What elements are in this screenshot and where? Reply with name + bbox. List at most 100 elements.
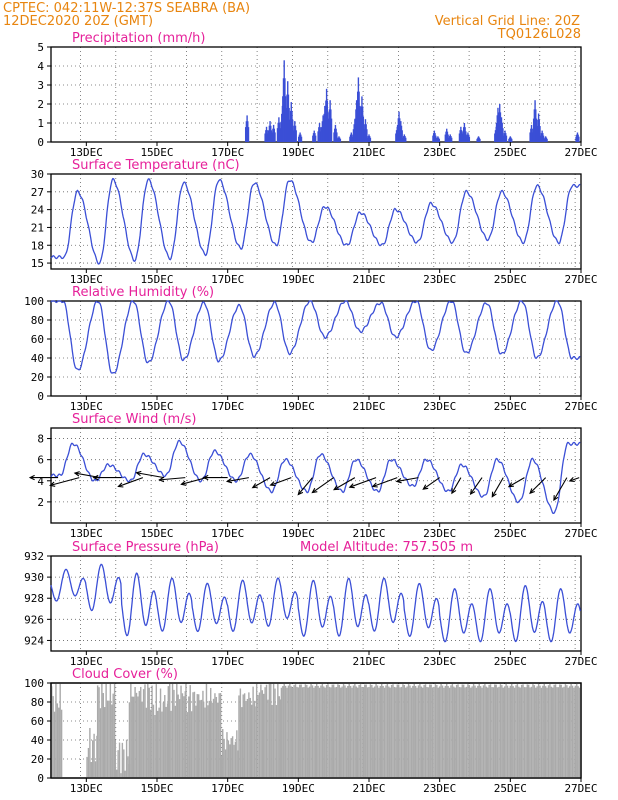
precip-bar [575, 136, 577, 142]
precip-bar [450, 137, 453, 142]
plot-frame [50, 427, 582, 524]
wind-arrow [529, 477, 547, 495]
precip-bar [509, 136, 512, 142]
wind-arrow-shaft [270, 477, 292, 486]
precip-bar [438, 138, 441, 142]
cloud-cover-bar [157, 710, 159, 778]
wind-arrow-head [92, 474, 99, 481]
precip-bar [467, 134, 470, 142]
wind-arrow-head [269, 481, 276, 487]
cloud-cover-bar [533, 685, 536, 778]
x-tick-label: 15DEC [140, 655, 173, 668]
cloud-cover-bar [307, 687, 309, 778]
cloud-cover-bar [409, 685, 411, 778]
cloud-cover-bar [352, 685, 355, 778]
cloud-cover-bar [320, 685, 322, 778]
precip-bar [366, 137, 369, 142]
precip-bar [358, 91, 360, 142]
y-tick-label: 932 [24, 550, 44, 563]
cloud-cover-bar [171, 683, 174, 778]
precip-bar [444, 134, 447, 142]
cloud-cover-bar [447, 686, 449, 778]
cloud-cover-bar [359, 684, 362, 778]
precip-bar [405, 137, 407, 142]
cloud-cover-bar [489, 684, 492, 778]
cloud-cover-bar [487, 687, 489, 778]
cloud-cover-bar [60, 709, 63, 778]
x-tick-label: 25DEC [494, 655, 527, 668]
precip-bar [476, 138, 478, 142]
precip-bar [364, 119, 367, 142]
cloud-cover-bar [55, 683, 57, 778]
precip-bar [534, 100, 536, 142]
x-tick-label: 21DEC [352, 146, 385, 159]
panel-2: 15 18 21 24 27 30 13DEC 15DEC 17DEC 19DEC 21DEC 23D… [31, 158, 598, 286]
cloud-cover-bar [229, 744, 231, 778]
cloud-cover-bar [561, 687, 564, 778]
cloud-cover-bar [563, 686, 565, 778]
cloud-cover-bar [52, 696, 54, 778]
cloud-cover-bar [243, 693, 246, 778]
cloud-cover-bar [550, 686, 553, 778]
precip-bar [350, 132, 353, 142]
cloud-cover-bar [372, 687, 374, 778]
cloud-cover-bar [526, 684, 528, 778]
cloud-cover-bar [174, 705, 177, 778]
precip-bar [326, 100, 329, 142]
cloud-cover-bar [318, 687, 321, 778]
cloud-cover-bar [462, 684, 465, 778]
cloud-cover-bar [501, 685, 503, 778]
precip-bar [530, 128, 532, 142]
cloud-cover-bar [368, 686, 370, 778]
cloud-cover-bar [371, 684, 373, 778]
wind-arrow-head [395, 478, 402, 484]
x-tick-label: 27DEC [564, 655, 597, 668]
cloud-cover-bar [310, 684, 312, 778]
cloud-cover-bar [252, 686, 254, 778]
cloud-cover-bar [282, 686, 284, 778]
cloud-cover-bar [270, 683, 272, 778]
cloud-cover-bar [250, 704, 253, 778]
cloud-cover-bar [441, 685, 444, 778]
y-tick-label: 0 [37, 390, 44, 403]
cloud-cover-bar [426, 687, 428, 778]
cloud-cover-bar [264, 687, 266, 778]
cloud-cover-bar [117, 750, 119, 778]
cloud-cover-bar [571, 685, 574, 778]
precip-bar [287, 81, 289, 142]
x-tick-label: 21DEC [352, 527, 385, 540]
precip-bar [578, 136, 580, 142]
cloud-cover-bar [378, 687, 380, 778]
precip-bar [338, 137, 341, 142]
cloud-cover-bar [155, 684, 157, 778]
cloud-cover-bar [382, 685, 384, 778]
cloud-cover-bar [448, 687, 451, 778]
cloud-cover-bar [131, 696, 133, 778]
cloud-cover-bar [506, 685, 509, 778]
precip-bar [282, 96, 284, 142]
cloud-cover-bar [316, 683, 318, 778]
cloud-cover-bar [102, 693, 104, 778]
cloud-cover-bar [255, 683, 258, 778]
cloud-cover-bar [420, 686, 422, 778]
x-tick-label: 15DEC [140, 782, 173, 795]
wind-arrow-head [180, 480, 187, 486]
precip-bar [285, 107, 288, 142]
x-tick-label: 13DEC [70, 782, 103, 795]
cloud-cover-bar [180, 685, 182, 778]
cloud-cover-bar [334, 687, 336, 778]
y-tick-label: 21 [31, 221, 44, 234]
cloud-cover-bar [467, 684, 469, 778]
y-tick-label: 1 [37, 117, 44, 130]
cloud-cover-bar [349, 685, 352, 778]
cloud-cover-bar [87, 747, 90, 778]
wind-arrow-shaft [227, 477, 249, 482]
precip-bar [338, 136, 340, 142]
cloud-cover-bar [433, 686, 435, 778]
precip-bar [356, 105, 358, 142]
wind-arrow-head [158, 476, 165, 483]
cloud-cover-bar [190, 711, 193, 778]
precip-bar [280, 121, 282, 142]
precip-bar [336, 132, 338, 142]
precip-bar [364, 124, 366, 142]
